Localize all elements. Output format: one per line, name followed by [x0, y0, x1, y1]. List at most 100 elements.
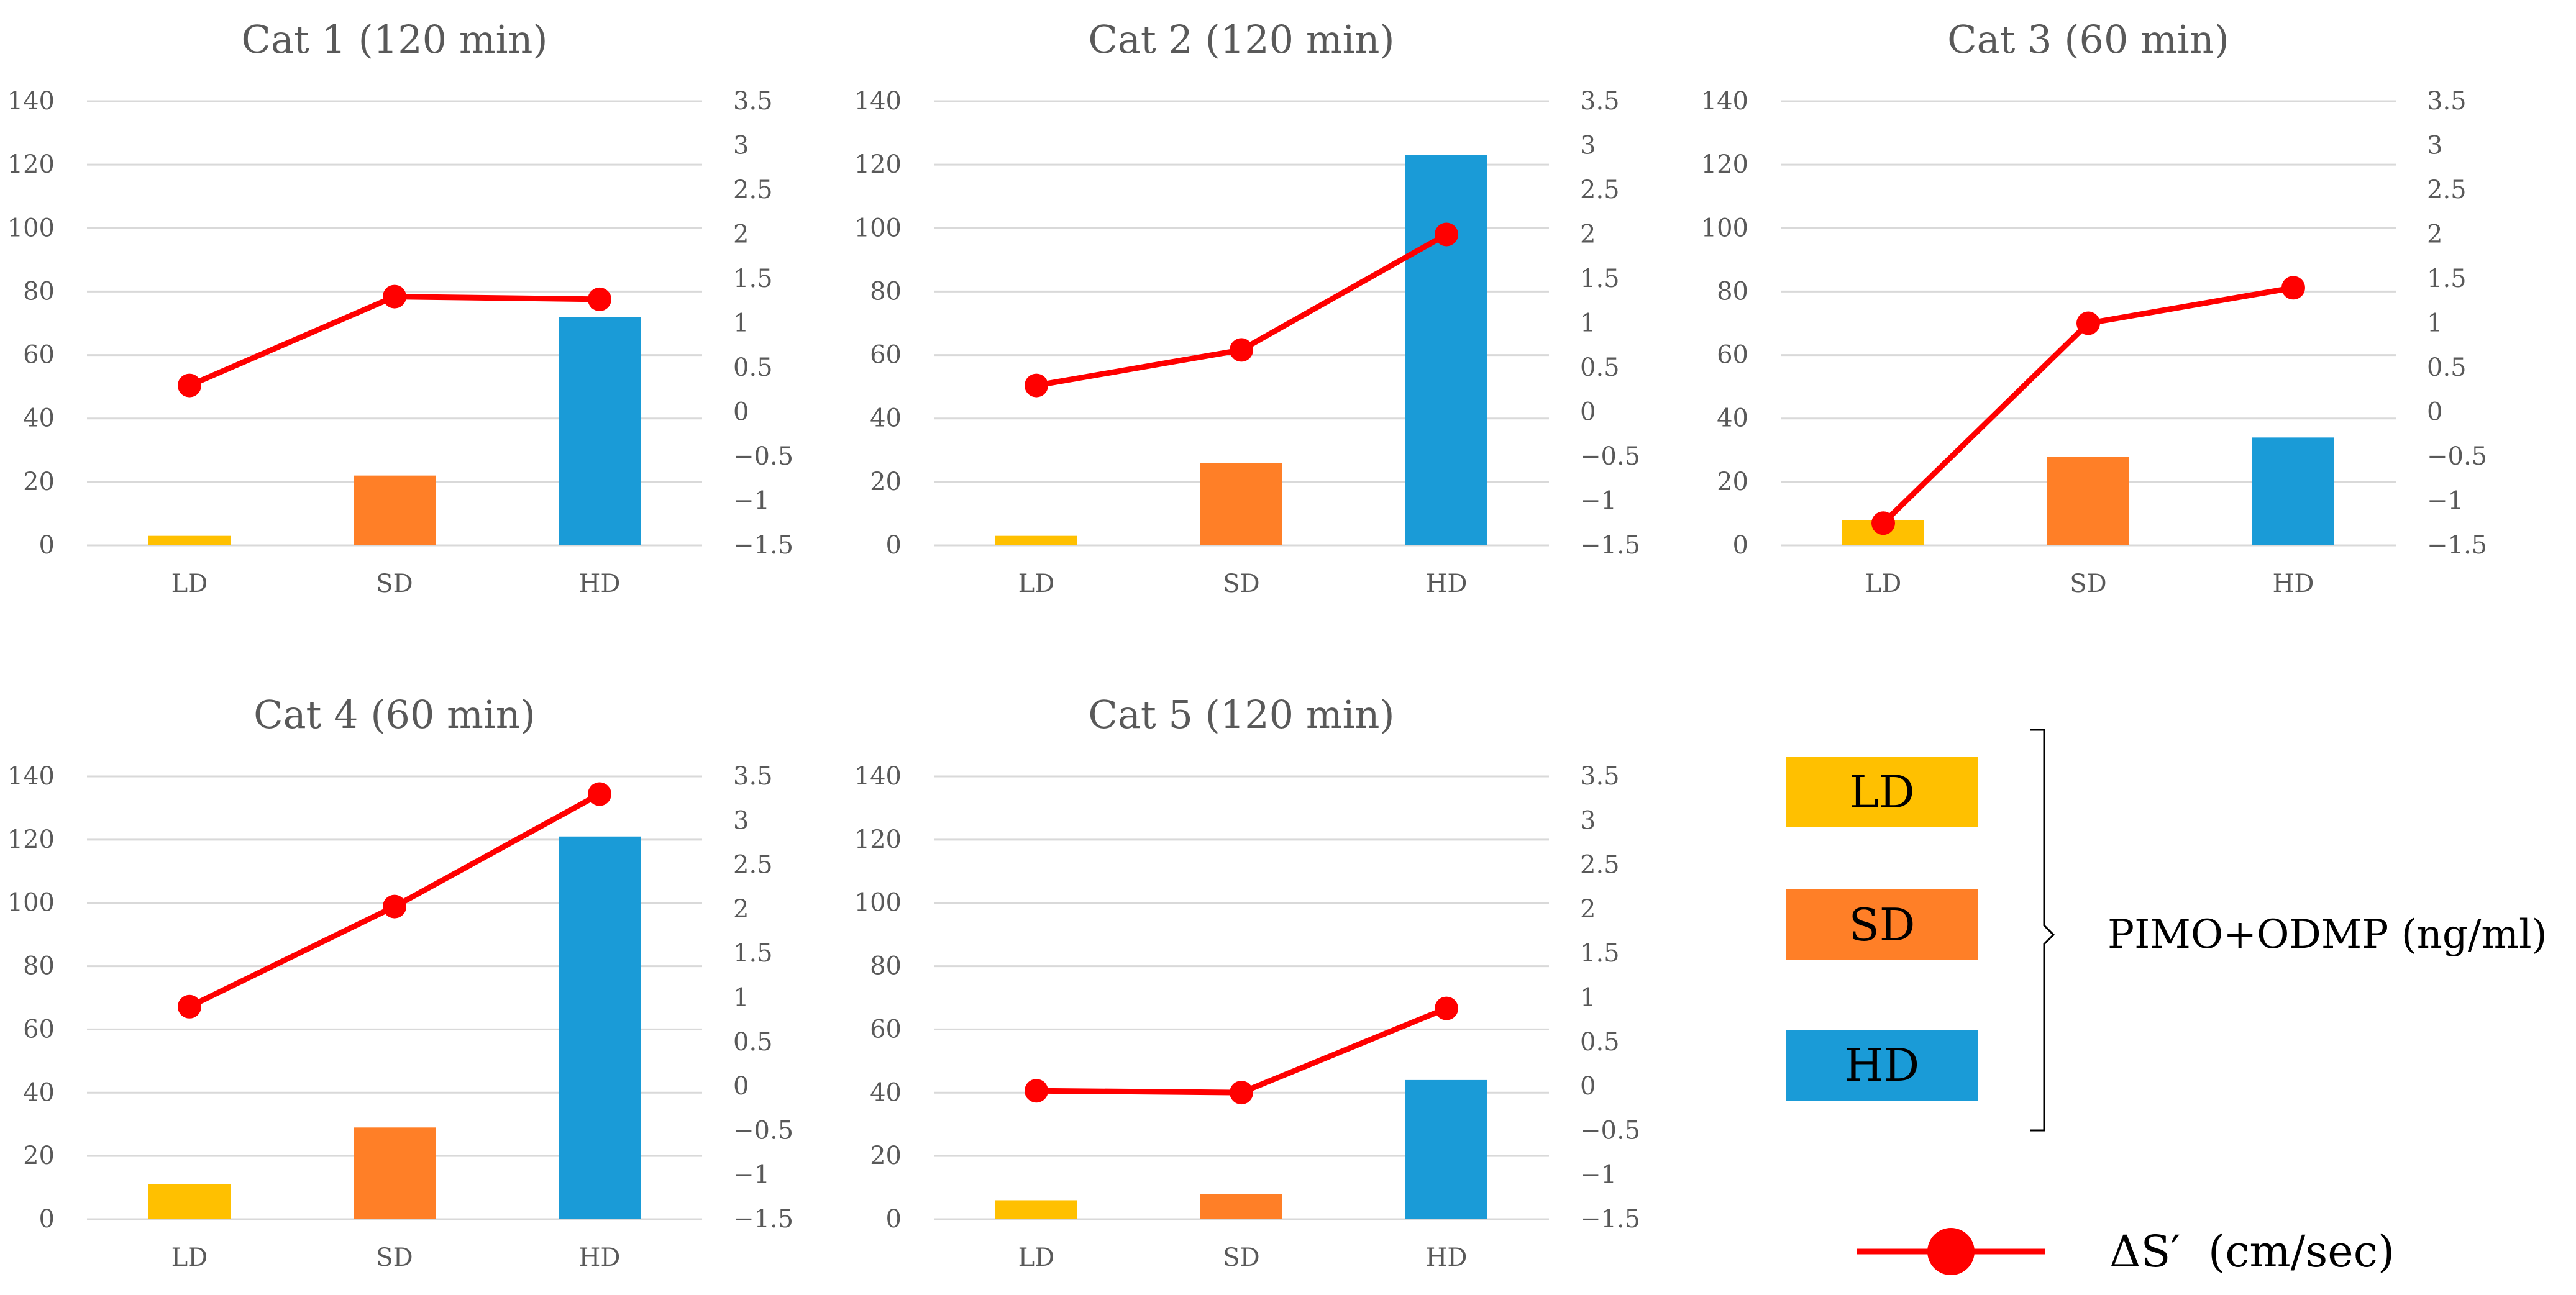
y2-tick-label: −0.5	[2427, 442, 2487, 471]
delta-s-line	[1036, 1006, 1448, 1096]
delta-s-point	[383, 284, 406, 309]
y2-tick-label: −1	[733, 1161, 770, 1189]
x-tick-label: LD	[171, 570, 208, 598]
y-tick-label: 60	[23, 341, 55, 370]
y2-tick-label: 1.5	[733, 939, 773, 968]
y-tick-label: 20	[870, 468, 902, 496]
bar-sd	[2047, 457, 2129, 545]
bar-ld	[995, 535, 1077, 545]
delta-s-line	[188, 294, 600, 388]
y2-tick-label: 0.5	[733, 353, 773, 382]
y2-tick-label: −1.5	[733, 531, 793, 560]
legend-bracket	[2030, 729, 2055, 1132]
y-tick-label: 100	[1701, 214, 1748, 242]
delta-s-point	[1435, 222, 1458, 247]
y-tick-label: 140	[854, 87, 902, 116]
chart-panel-4: Cat 4 (60 min)020406080100120140−1.5−1−0…	[7, 692, 794, 1272]
y2-tick-label: 2.5	[733, 851, 773, 879]
bar-sd	[1200, 1194, 1282, 1219]
y2-tick-label: 3	[1580, 132, 1596, 160]
delta-s-point	[1871, 511, 1895, 535]
x-tick-label: HD	[1426, 1243, 1468, 1272]
y-tick-label: 80	[23, 952, 55, 981]
delta-s-point	[1230, 338, 1253, 362]
y2-tick-label: 3.5	[1580, 87, 1620, 116]
y-tick-label: 140	[7, 762, 55, 791]
y2-tick-label: −1.5	[1580, 1205, 1640, 1234]
y-tick-label: 20	[870, 1142, 902, 1170]
delta-s-point	[1435, 996, 1458, 1020]
y-tick-label: 120	[854, 150, 902, 179]
y2-tick-label: 1.5	[733, 265, 773, 293]
y-tick-label: 40	[23, 1078, 55, 1107]
chart-panel-2: Cat 2 (120 min)020406080100120140−1.5−1−…	[854, 17, 1641, 598]
x-tick-label: SD	[376, 570, 413, 598]
y-tick-label: 140	[1701, 87, 1748, 116]
y2-tick-label: −1	[1580, 1161, 1617, 1189]
x-tick-label: HD	[579, 570, 621, 598]
y-tick-label: 60	[870, 1015, 902, 1043]
y-tick-label: 0	[886, 1205, 902, 1234]
y-tick-label: 40	[23, 404, 55, 433]
y2-tick-label: 0	[2427, 398, 2442, 427]
legend-swatch-hd	[1786, 1030, 1978, 1101]
legend-line-marker	[1927, 1228, 1975, 1275]
y-tick-label: 120	[7, 150, 55, 179]
y2-tick-label: 1.5	[2427, 265, 2467, 293]
y-tick-label: 40	[1717, 404, 1748, 433]
y-tick-label: 120	[7, 825, 55, 854]
x-tick-label: HD	[1426, 570, 1468, 598]
x-tick-label: SD	[2070, 570, 2106, 598]
legend-swatch-sd	[1786, 889, 1978, 960]
legend-label-hd: HD	[1845, 1039, 1920, 1091]
y-tick-label: 100	[854, 889, 902, 917]
y2-tick-label: 1	[1580, 984, 1596, 1012]
bar-sd	[354, 1127, 436, 1219]
y2-tick-label: 2	[1580, 895, 1596, 924]
y-tick-label: 80	[23, 277, 55, 306]
y-tick-label: 100	[854, 214, 902, 242]
y-tick-label: 80	[1717, 277, 1748, 306]
legend-label-sd: SD	[1848, 899, 1915, 951]
y2-tick-label: 1.5	[1580, 939, 1620, 968]
charts-container: Cat 1 (120 min)020406080100120140−1.5−1−…	[7, 17, 2488, 1272]
y-tick-label: 20	[1717, 468, 1748, 496]
chart-panel-5: Cat 5 (120 min)020406080100120140−1.5−1−…	[854, 692, 1641, 1272]
y2-tick-label: 0	[1580, 398, 1596, 427]
x-tick-label: LD	[171, 1243, 208, 1272]
delta-s-point	[383, 894, 406, 919]
y2-tick-label: −1.5	[2427, 531, 2487, 560]
y2-tick-label: −1	[1580, 487, 1617, 516]
y2-tick-label: 2	[1580, 220, 1596, 249]
y2-tick-label: 0	[1580, 1072, 1596, 1101]
y2-tick-label: 3.5	[733, 762, 773, 791]
y2-tick-label: 2.5	[733, 176, 773, 204]
y2-tick-label: 2.5	[1580, 176, 1620, 204]
y2-tick-label: 0.5	[733, 1028, 773, 1056]
y-tick-label: 0	[886, 531, 902, 560]
bar-hd	[1405, 155, 1487, 546]
delta-s-point	[1230, 1081, 1253, 1105]
legend-line-label: ΔS′ (cm/sec)	[2109, 1226, 2395, 1277]
legend-bars-group-label: PIMO+ODMP (ng/ml)	[2108, 912, 2547, 958]
delta-s-point	[588, 782, 611, 806]
x-tick-label: SD	[376, 1243, 413, 1272]
y2-tick-label: 3	[733, 806, 749, 835]
delta-s-point	[1025, 373, 1048, 398]
y2-tick-label: −0.5	[1580, 1116, 1640, 1145]
legend: LD SD HD PIMO+ODMP (ng/ml) ΔS′ (cm/sec)	[1786, 729, 2547, 1277]
y-tick-label: 20	[23, 468, 55, 496]
y-tick-label: 80	[870, 952, 902, 981]
bar-hd	[2252, 437, 2334, 545]
y2-tick-label: 1.5	[1580, 265, 1620, 293]
legend-swatch-ld	[1786, 757, 1978, 827]
bar-sd	[354, 475, 436, 545]
y2-tick-label: 3.5	[2427, 87, 2467, 116]
y-tick-label: 40	[870, 404, 902, 433]
x-tick-label: LD	[1018, 1243, 1055, 1272]
bar-ld	[148, 1184, 231, 1219]
bar-sd	[1200, 463, 1282, 545]
bar-hd	[559, 836, 641, 1219]
x-tick-label: HD	[579, 1243, 621, 1272]
